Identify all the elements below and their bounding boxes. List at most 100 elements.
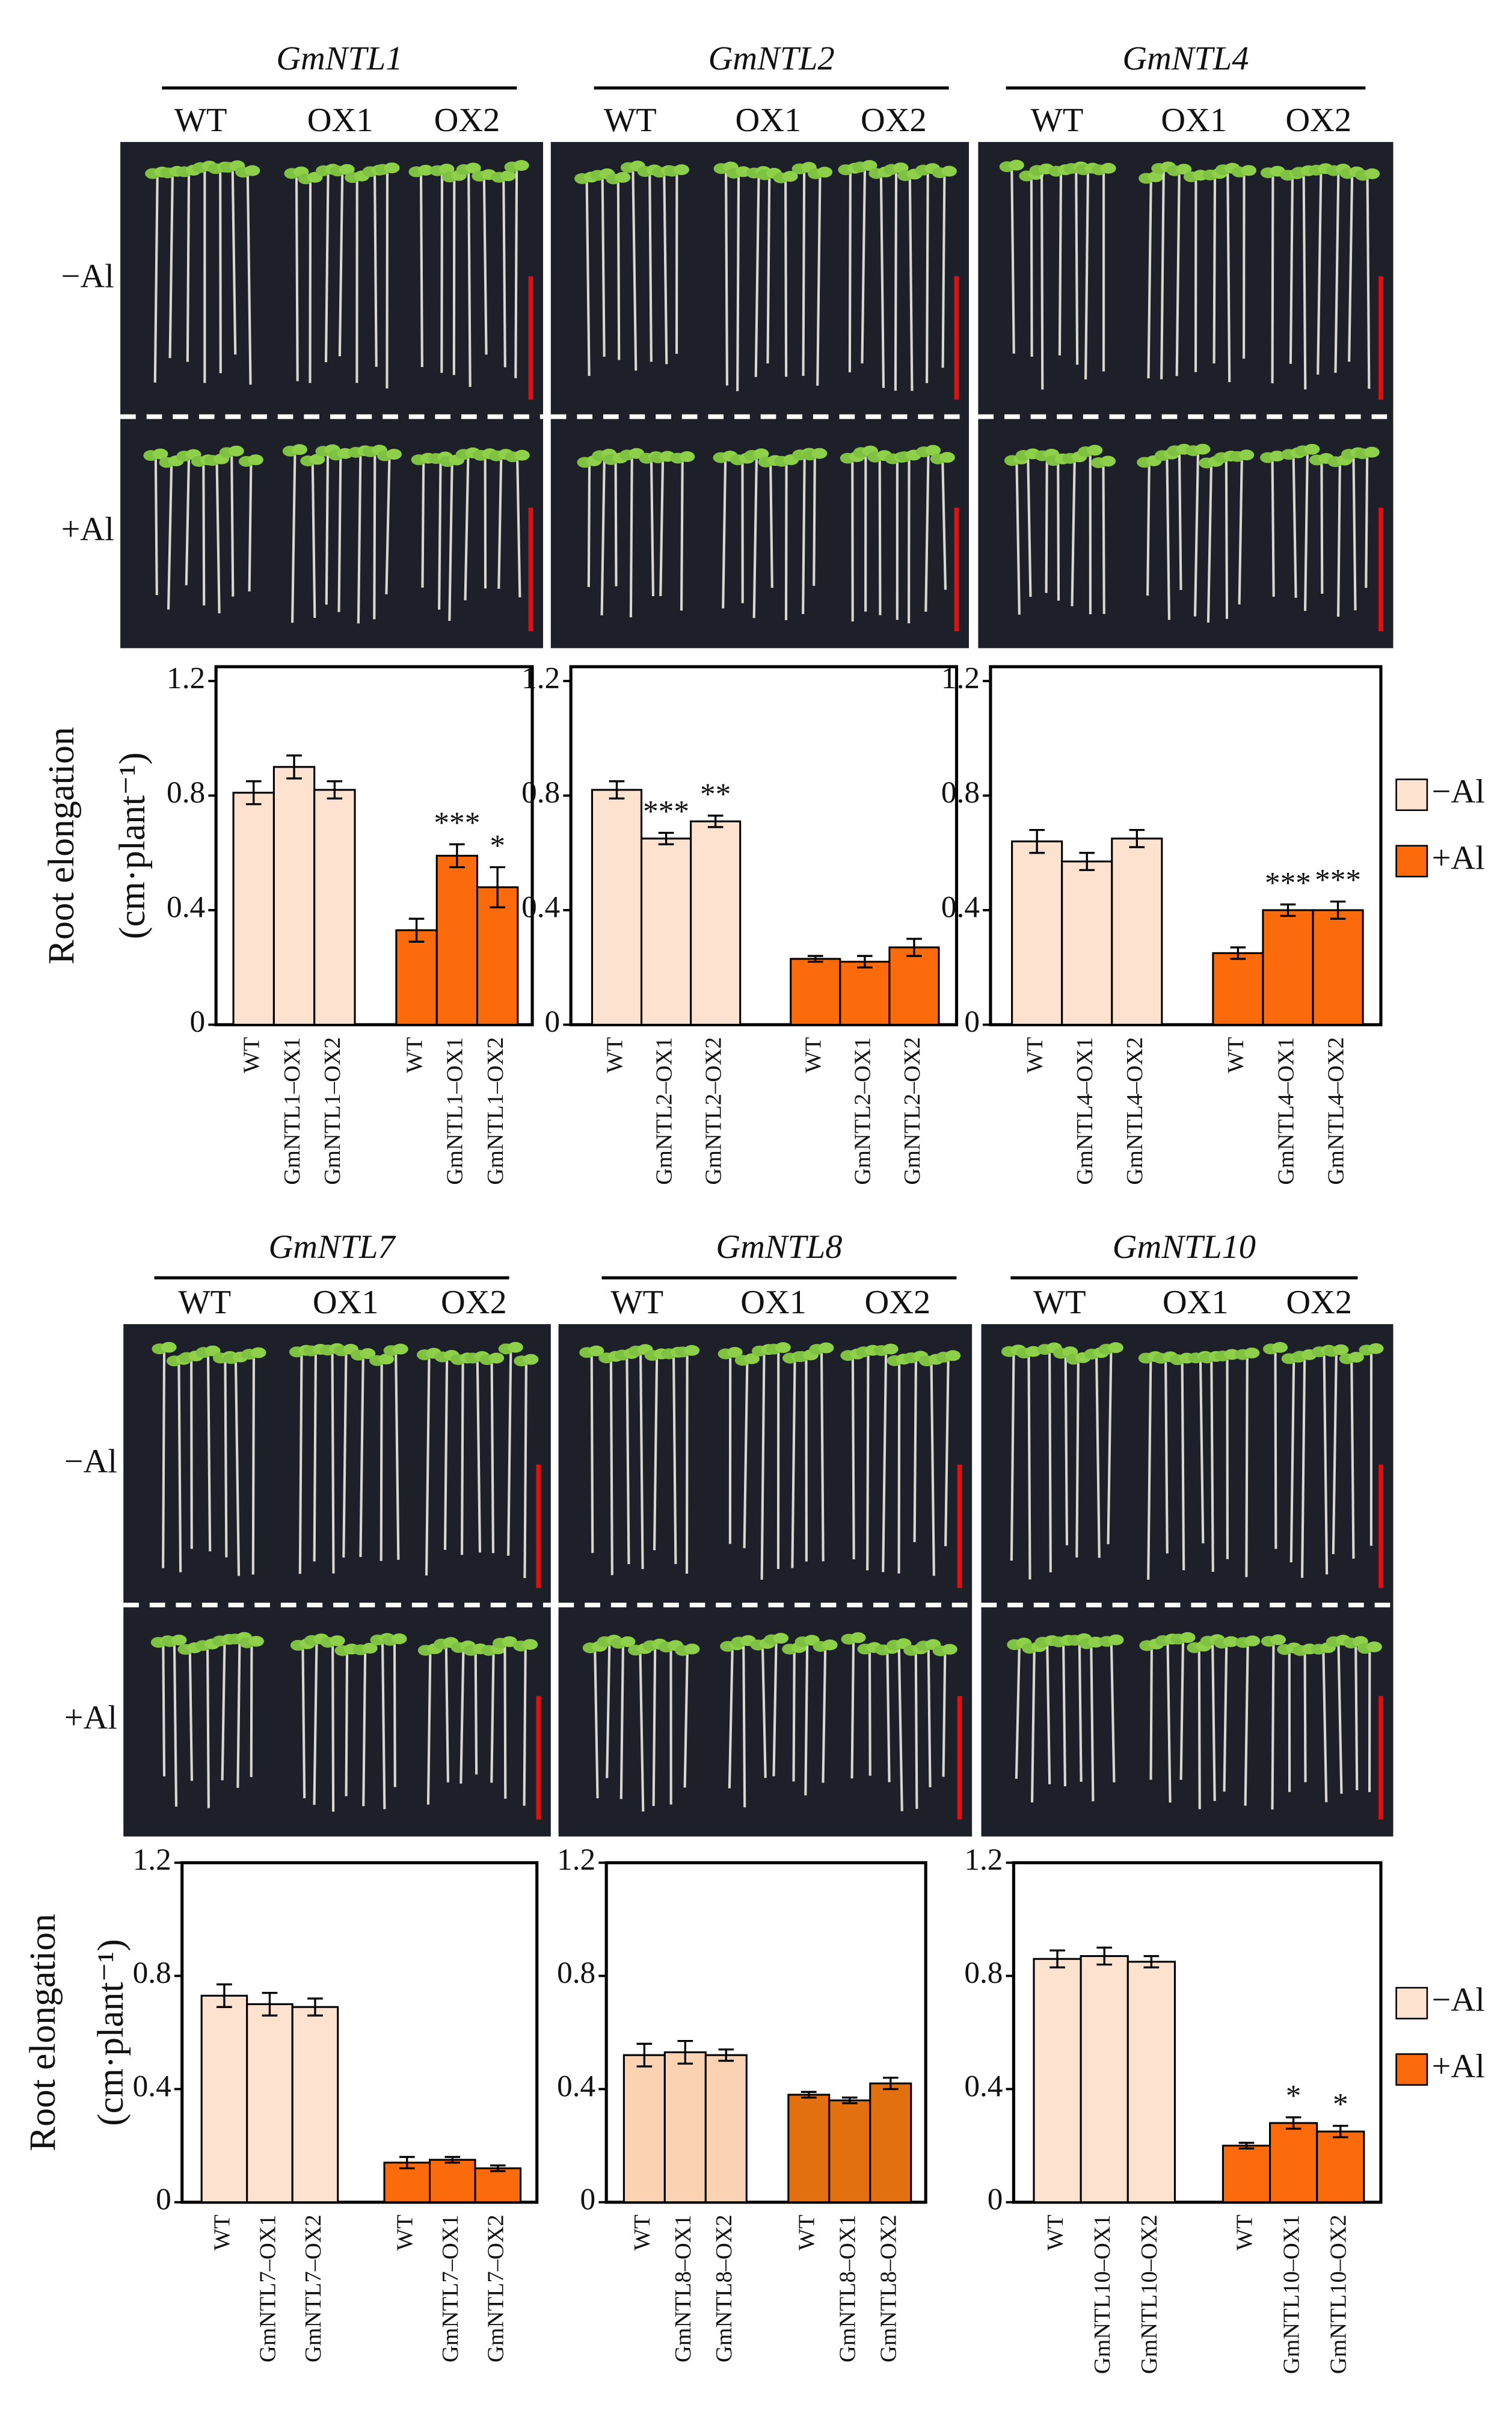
root [601, 178, 606, 357]
root [1075, 1362, 1080, 1558]
y-axis-label: (cm·plant⁻¹) [112, 752, 153, 939]
root [1320, 463, 1324, 594]
root [1303, 1653, 1307, 1783]
error-bar [906, 937, 922, 957]
root [820, 1352, 825, 1562]
root [1064, 1356, 1069, 1545]
root [600, 458, 606, 615]
x-tick-label: GmNTL8–OX2 [711, 2214, 737, 2362]
root [594, 1651, 599, 1799]
cotyledon [822, 1639, 838, 1651]
root [362, 1653, 367, 1807]
root [231, 170, 237, 355]
cotyledon [360, 1348, 376, 1359]
root [523, 1364, 527, 1579]
cotyledon [684, 1644, 700, 1655]
cotyledon [502, 1636, 517, 1647]
row-label: +Al [61, 511, 114, 548]
root [497, 458, 503, 589]
genotype-label: WT [1033, 1284, 1086, 1321]
cotyledon [393, 1343, 408, 1355]
root [813, 458, 816, 586]
root [476, 1361, 482, 1553]
seedling-photo [123, 1324, 551, 1837]
cotyledon [945, 1350, 961, 1361]
root [1206, 466, 1212, 623]
y-tick-label: 0.4 [167, 890, 205, 925]
cotyledon [811, 448, 828, 459]
root [1030, 179, 1033, 357]
x-tick-label: WT [1043, 2214, 1068, 2251]
root [438, 461, 442, 610]
significance: *** [1265, 866, 1311, 900]
root [337, 458, 342, 612]
error-bar [307, 1997, 323, 2017]
root [459, 1650, 465, 1784]
cotyledon [1244, 1635, 1261, 1647]
y-axis-label: Root elongation [22, 1914, 63, 2151]
y-tick-label: 0 [190, 1005, 206, 1039]
root [385, 458, 391, 594]
seedling-photo [120, 142, 543, 649]
bar [272, 766, 316, 1026]
bar [1080, 1955, 1129, 2204]
root [653, 1358, 659, 1550]
root [802, 171, 806, 376]
root [769, 465, 773, 588]
error-bar [1238, 2142, 1255, 2150]
cotyledon [1241, 165, 1257, 176]
legend-label: −Al [1432, 773, 1485, 810]
cotyledon [588, 1345, 604, 1357]
root [1322, 1652, 1328, 1802]
cotyledon [1100, 455, 1116, 467]
y-axis-label: Root elongation [41, 727, 82, 964]
cotyledon [619, 1636, 636, 1647]
error-bar [262, 1991, 278, 2017]
x-tick-label: WT [630, 2214, 655, 2251]
bar [1262, 909, 1314, 1026]
bar [200, 1994, 248, 2204]
root [1164, 1361, 1169, 1554]
root [632, 170, 638, 371]
bar [1011, 840, 1063, 1026]
root [861, 170, 867, 364]
root [224, 1361, 228, 1558]
x-tick-label: WT [1022, 1037, 1048, 1073]
root [1197, 1651, 1201, 1810]
root [185, 459, 191, 585]
root [452, 180, 456, 375]
root [373, 454, 376, 620]
error-bar [609, 780, 625, 800]
root [616, 182, 621, 360]
root [380, 1363, 383, 1561]
x-tick-label: GmNTL1–OX1 [280, 1037, 305, 1185]
x-tick-label: GmNTL10–OX2 [1137, 2214, 1162, 2374]
root [1090, 1647, 1095, 1802]
cotyledon [250, 1347, 266, 1358]
plot-frame [1012, 1861, 1383, 2204]
x-tick-label: GmNTL4–OX2 [1122, 1037, 1148, 1185]
y-tick-label: 0.8 [557, 1956, 595, 1990]
x-tick-label: GmNTL8–OX1 [671, 2214, 696, 2362]
genotype-label: WT [174, 102, 227, 139]
error-bar [1049, 1949, 1065, 1969]
plot-frame [214, 665, 534, 1026]
root [1244, 1645, 1249, 1806]
legend-swatch [1395, 1986, 1428, 2020]
root [822, 1649, 827, 1783]
significance: * [1333, 2088, 1348, 2122]
root [357, 455, 362, 624]
error-bar [1029, 828, 1045, 854]
cotyledon [152, 448, 168, 460]
error-bar [807, 955, 823, 963]
error-bar [408, 917, 425, 943]
cotyledon [386, 449, 402, 460]
root [725, 171, 728, 386]
cotyledon [817, 167, 832, 178]
bar [476, 886, 519, 1026]
cotyledon [1272, 1342, 1288, 1353]
root [941, 176, 946, 368]
bar [663, 2051, 707, 2204]
error-bar [1285, 2116, 1301, 2130]
panel-title: GmNTL7 [268, 1228, 396, 1266]
